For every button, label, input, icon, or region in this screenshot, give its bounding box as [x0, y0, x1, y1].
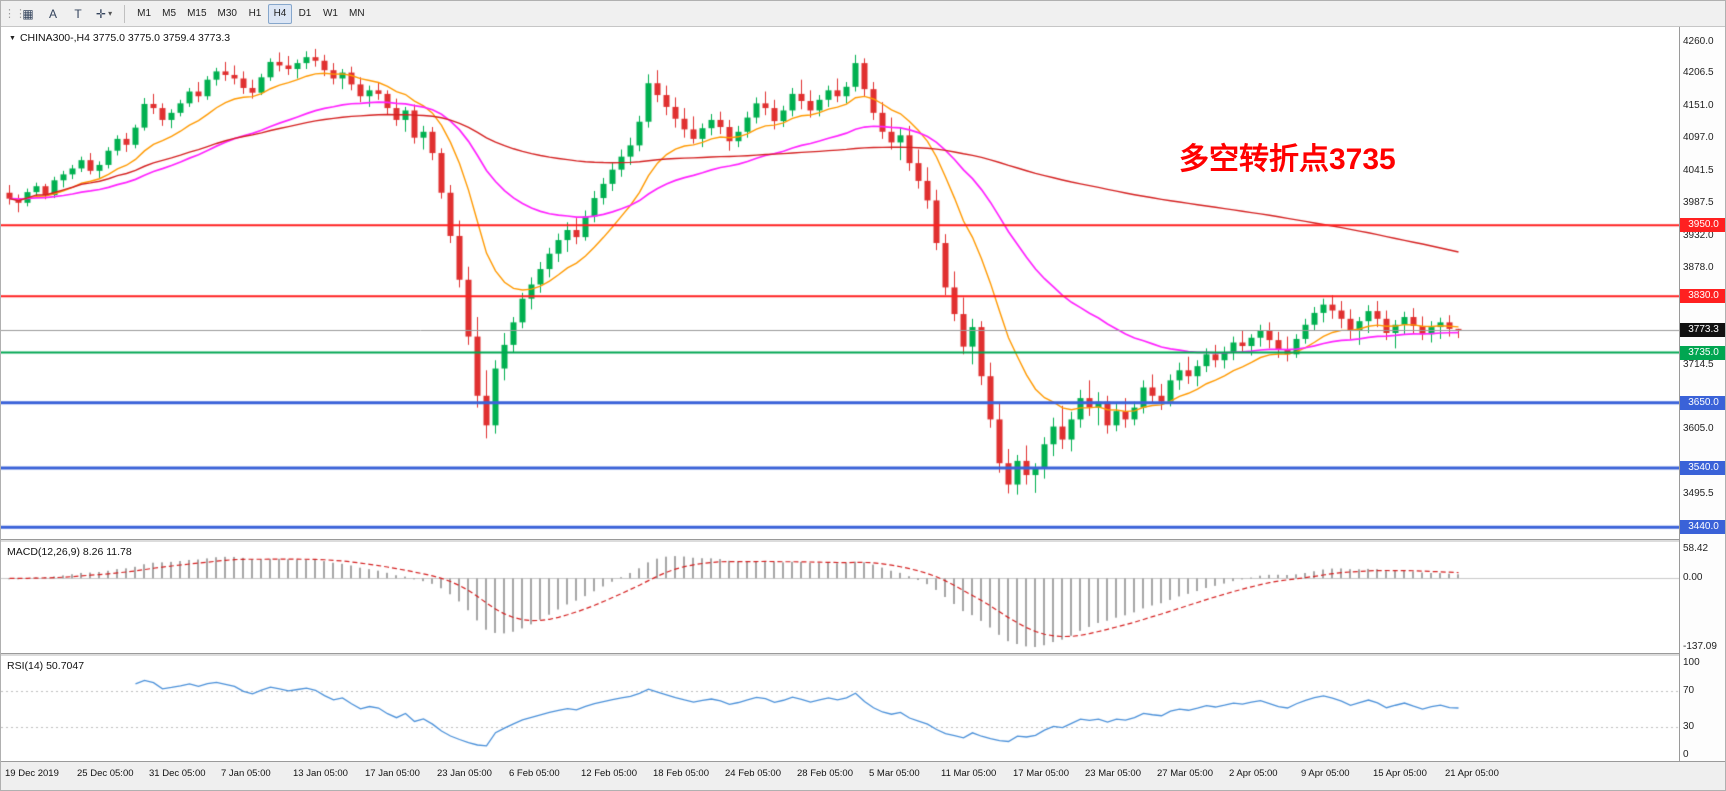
- time-tick-label: 15 Apr 05:00: [1373, 768, 1427, 779]
- macd-axis-label: 58.42: [1683, 543, 1709, 554]
- toolbar: ⋮⋮ ▦ A T ✛ ▾ M1 M5 M15 M30 H1 H4 D1 W1 MN: [1, 1, 1725, 27]
- price-tick-label: 4041.5: [1683, 165, 1714, 177]
- timeframe-m1-button[interactable]: M1: [132, 4, 156, 24]
- chart-window: 4260.0 4206.5 4151.0 4097.0 4041.5 3987.5 3932…: [1, 27, 1725, 790]
- price-tick-label: 3714.5: [1683, 358, 1714, 370]
- time-tick-label: 9 Apr 05:00: [1301, 768, 1350, 779]
- time-tick-label: 2 Apr 05:00: [1229, 768, 1278, 779]
- price-tick-label: 4151.0: [1683, 100, 1714, 112]
- time-tick-label: 6 Feb 05:00: [509, 768, 560, 779]
- macd-chart-canvas[interactable]: [1, 543, 1679, 653]
- toolbar-grip[interactable]: ⋮⋮: [4, 7, 26, 20]
- time-tick-label: 17 Jan 05:00: [365, 768, 420, 779]
- time-tick-label: 25 Dec 05:00: [77, 768, 134, 779]
- rsi-axis-label: 100: [1683, 657, 1700, 668]
- time-tick-label: 23 Jan 05:00: [437, 768, 492, 779]
- price-tick-label: 4260.0: [1683, 35, 1714, 47]
- annotation-a-icon: A: [48, 6, 57, 21]
- chevron-down-icon: ▾: [108, 9, 113, 18]
- chart-type-button[interactable]: ▦: [16, 4, 40, 24]
- time-tick-label: 12 Feb 05:00: [581, 768, 637, 779]
- rsi-axis-label: 0: [1683, 749, 1689, 760]
- panel-splitter-rsi[interactable]: [1, 653, 1725, 657]
- symbol-ohlc-text: CHINA300-,H4 3775.0 3775.0 3759.4 3773.3: [19, 32, 231, 44]
- timeframe-m15-button[interactable]: M15: [182, 4, 211, 24]
- timeframe-m30-button[interactable]: M30: [213, 4, 242, 24]
- time-tick-label: 19 Dec 2019: [5, 768, 59, 779]
- level-badge-3650.0: 3650.0: [1680, 395, 1725, 410]
- level-badge-3540.0: 3540.0: [1680, 460, 1725, 475]
- price-tick-label: 3605.0: [1683, 423, 1714, 435]
- toolbar-icon-group: ▦ A T ✛ ▾: [16, 4, 117, 24]
- price-tick-label: 4097.0: [1683, 132, 1714, 144]
- rsi-chart-canvas[interactable]: [1, 657, 1679, 761]
- macd-axis-label: 0.00: [1683, 572, 1703, 584]
- time-tick-label: 21 Apr 05:00: [1445, 768, 1499, 779]
- time-tick-label: 5 Mar 05:00: [869, 768, 920, 779]
- time-tick-label: 24 Feb 05:00: [725, 768, 781, 779]
- level-badge-3735.0: 3735.0: [1680, 345, 1725, 360]
- annotation-a-button[interactable]: A: [41, 4, 65, 24]
- panel-splitter-macd[interactable]: [1, 539, 1725, 543]
- macd-axis-label: -137.09: [1683, 641, 1717, 652]
- timeframe-mn-button[interactable]: MN: [344, 4, 370, 24]
- rsi-axis-label: 30: [1683, 721, 1695, 733]
- current-price-badge: 3773.3: [1680, 322, 1725, 337]
- price-tick-label: 3495.5: [1683, 488, 1714, 500]
- crosshair-tool-button[interactable]: ✛ ▾: [91, 4, 117, 24]
- main-chart-canvas[interactable]: [1, 27, 1679, 539]
- symbol-marker-icon[interactable]: ▼: [9, 34, 16, 42]
- level-badge-3830.0: 3830.0: [1680, 289, 1725, 304]
- price-tick-label: 4206.5: [1683, 67, 1714, 79]
- time-tick-label: 17 Mar 05:00: [1013, 768, 1069, 779]
- time-tick-label: 18 Feb 05:00: [653, 768, 709, 779]
- price-tick-label: 3878.0: [1683, 261, 1714, 273]
- crosshair-tool-icon: ✛: [96, 6, 107, 21]
- level-badge-3440.0: 3440.0: [1680, 520, 1725, 535]
- time-tick-label: 27 Mar 05:00: [1157, 768, 1213, 779]
- price-tick-label: 3932.0: [1683, 229, 1714, 241]
- text-tool-button[interactable]: T: [66, 4, 90, 24]
- time-tick-label: 28 Feb 05:00: [797, 768, 853, 779]
- level-badge-3950.0: 3950.0: [1680, 218, 1725, 233]
- macd-indicator-label: MACD(12,26,9) 8.26 11.78: [7, 546, 132, 558]
- time-tick-label: 23 Mar 05:00: [1085, 768, 1141, 779]
- rsi-axis-label: 70: [1683, 684, 1695, 696]
- rsi-indicator-label: RSI(14) 50.7047: [7, 660, 85, 672]
- timeframe-group: M1 M5 M15 M30 H1 H4 D1 W1 MN: [132, 3, 370, 24]
- time-tick-label: 13 Jan 05:00: [293, 768, 348, 779]
- timeframe-h4-button[interactable]: H4: [267, 3, 292, 24]
- text-tool-icon: T: [74, 6, 82, 21]
- time-tick-label: 31 Dec 05:00: [149, 768, 206, 779]
- time-scale[interactable]: 19 Dec 2019 25 Dec 05:00 31 Dec 05:00 7 Jan…: [1, 761, 1725, 790]
- toolbar-separator: [124, 4, 126, 23]
- timeframe-m5-button[interactable]: M5: [157, 4, 181, 24]
- annotation-text[interactable]: 多空转折点3735: [1179, 143, 1396, 176]
- time-tick-label: 11 Mar 05:00: [941, 768, 997, 779]
- timeframe-w1-button[interactable]: W1: [318, 4, 343, 24]
- price-tick-label: 3987.5: [1683, 197, 1714, 209]
- timeframe-d1-button[interactable]: D1: [293, 4, 317, 24]
- price-scale[interactable]: 4260.0 4206.5 4151.0 4097.0 4041.5 3987.5 3932…: [1679, 27, 1725, 761]
- timeframe-h1-button[interactable]: H1: [243, 4, 267, 24]
- chart-type-icon: ▦: [22, 6, 34, 21]
- symbol-ohlc-label: ▼ CHINA300-,H4 3775.0 3775.0 3759.4 3773…: [9, 32, 230, 44]
- time-tick-label: 7 Jan 05:00: [221, 768, 271, 779]
